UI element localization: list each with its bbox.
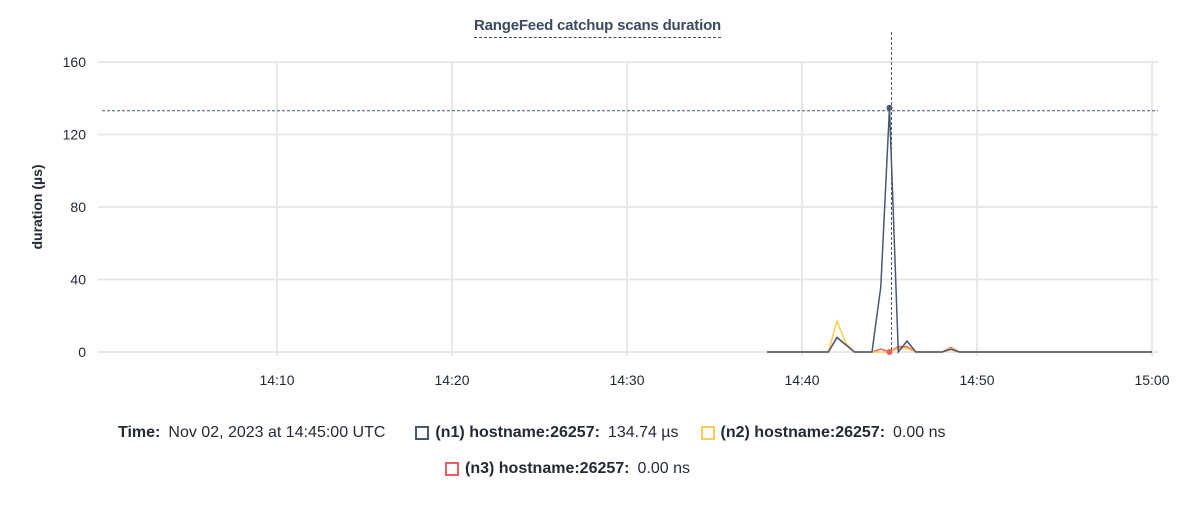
legend-item-n2: (n2) hostname:26257: 0.00 ns bbox=[700, 424, 946, 442]
y-tick-label: 40 bbox=[70, 272, 86, 288]
x-tick-label: 14:40 bbox=[784, 372, 819, 388]
x-tick-label: 15:00 bbox=[1134, 372, 1169, 388]
legend-label: (n2) hostname:26257: bbox=[720, 424, 886, 441]
legend-swatch bbox=[700, 426, 715, 440]
series-line-n3 bbox=[767, 336, 1152, 353]
legend-value: 0.00 ns bbox=[637, 460, 690, 477]
legend-item-n1: (n1) hostname:26257: 134.74 µs bbox=[415, 424, 679, 442]
legend-label: (n1) hostname:26257: bbox=[435, 424, 600, 441]
chart-title[interactable]: RangeFeed catchup scans duration bbox=[474, 17, 721, 38]
y-tick-label: 0 bbox=[78, 344, 86, 360]
line-chart[interactable]: 0 40 80 120 160 14:10 14:20 14:30 14:40 14:50 15:0… bbox=[0, 0, 1195, 400]
legend-row-1: Time: Nov 02, 2023 at 14:45:00 UTC (n1) … bbox=[118, 424, 968, 442]
hover-point bbox=[886, 349, 893, 355]
y-tick-label: 120 bbox=[63, 127, 87, 143]
x-tick-label: 14:50 bbox=[959, 372, 994, 388]
legend-swatch bbox=[445, 462, 459, 476]
legend-label: (n3) hostname:26257: bbox=[465, 460, 630, 477]
y-tick-label: 160 bbox=[63, 54, 87, 70]
series-line-n2 bbox=[767, 318, 1152, 353]
x-tick-label: 14:30 bbox=[609, 372, 644, 388]
x-tick-label: 14:20 bbox=[434, 372, 469, 388]
time-value: Nov 02, 2023 at 14:45:00 UTC bbox=[168, 424, 386, 441]
hover-point bbox=[886, 104, 893, 111]
legend-item-n3: (n3) hostname:26257: 0.00 ns bbox=[445, 460, 690, 478]
time-label: Time: bbox=[118, 424, 161, 441]
y-tick-label: 80 bbox=[70, 199, 86, 215]
x-tick-label: 14:10 bbox=[259, 372, 294, 388]
legend-value: 134.74 µs bbox=[607, 424, 679, 441]
legend-swatch bbox=[415, 426, 430, 440]
legend-value: 0.00 ns bbox=[893, 424, 946, 441]
series-line-n1 bbox=[767, 107, 1152, 355]
chart-title-wrap: RangeFeed catchup scans duration bbox=[0, 17, 1195, 38]
legend-row-2: (n3) hostname:26257: 0.00 ns bbox=[445, 460, 712, 478]
y-axis-label: duration (µs) bbox=[29, 164, 45, 249]
